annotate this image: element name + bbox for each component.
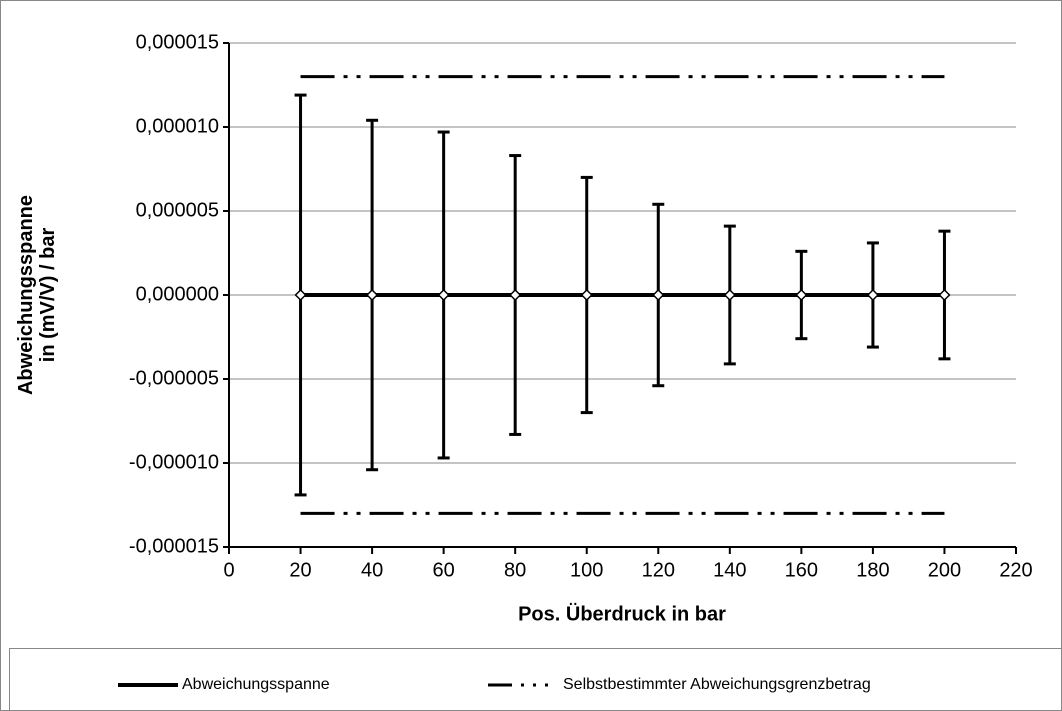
y-axis-title: Abweichungsspannein (mV/V) / bar: [15, 195, 59, 395]
x-tick-label: 220: [999, 559, 1032, 581]
legend-label: Abweichungsspanne: [182, 676, 330, 693]
x-tick-label: 0: [223, 559, 234, 581]
marker: [437, 288, 450, 302]
x-tick-label: 180: [856, 559, 889, 581]
x-tick-label: 120: [642, 559, 675, 581]
marker: [652, 288, 665, 302]
y-tick-label: -0,000010: [129, 451, 219, 473]
marker: [509, 288, 522, 302]
x-tick-label: 80: [504, 559, 526, 581]
y-tick-label: -0,000015: [129, 535, 219, 557]
x-tick-label: 160: [785, 559, 818, 581]
x-tick-label: 200: [928, 559, 961, 581]
marker: [723, 288, 736, 302]
marker: [580, 288, 593, 302]
y-tick-label: 0,000010: [136, 115, 219, 137]
y-tick-label: 0,000000: [136, 283, 219, 305]
y-tick-label: 0,000015: [136, 31, 219, 53]
x-tick-label: 20: [289, 559, 311, 581]
marker: [866, 288, 879, 302]
y-tick-label: -0,000005: [129, 367, 219, 389]
marker: [795, 288, 808, 302]
x-tick-label: 60: [433, 559, 455, 581]
x-tick-label: 100: [570, 559, 603, 581]
y-tick-label: 0,000005: [136, 199, 219, 221]
legend-label: Selbstbestimmter Abweichungsgrenzbetrag: [563, 676, 871, 693]
x-axis-title: Pos. Überdruck in bar: [518, 602, 726, 625]
x-tick-label: 40: [361, 559, 383, 581]
marker: [938, 288, 951, 302]
marker: [294, 288, 307, 302]
marker: [366, 288, 379, 302]
x-tick-label: 140: [713, 559, 746, 581]
